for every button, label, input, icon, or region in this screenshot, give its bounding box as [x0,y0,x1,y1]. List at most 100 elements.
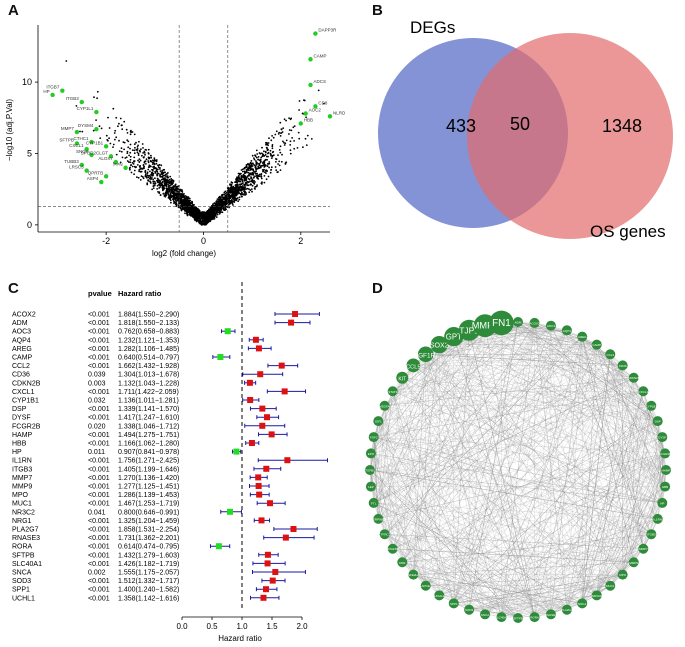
volcano-point [259,166,262,169]
forest-gene-label: MUC1 [12,501,32,508]
volcano-point [206,217,208,220]
network-edge [469,585,611,610]
network-edge [378,421,535,618]
volcano-point [185,210,188,213]
network-edge [413,365,658,422]
volcano-point [233,186,235,189]
volcano-point [192,204,195,207]
forest-pvalue: <0.001 [88,406,110,413]
forest-x-tick: 1.0 [236,622,248,631]
volcano-point [234,197,236,200]
volcano-point [162,186,164,189]
network-node-label: FN1 [492,318,511,329]
volcano-point [129,147,131,150]
forest-hr-point [281,388,288,395]
volcano-gene-label: ITGB7 [46,85,60,90]
network-edge [439,344,486,615]
volcano-point [170,179,173,182]
volcano-point [124,157,127,159]
forest-hr-point [217,354,224,360]
network-edge [425,354,535,618]
volcano-point [251,154,254,157]
panel-label-b: B [372,2,383,19]
volcano-point [188,197,191,200]
network-edge [453,336,623,366]
network-edge [469,330,611,355]
forest-gene-label: MMP7 [12,475,32,482]
volcano-gene-point [60,88,65,93]
network-edge [534,405,652,618]
volcano-point [258,162,261,165]
volcano-point [160,173,163,175]
volcano-point [157,166,160,169]
volcano-point [250,180,253,183]
volcano-point [197,219,200,222]
forest-hr-point [233,448,240,455]
venn-label-degs: DEGs [410,18,455,37]
volcano-point [220,203,222,205]
volcano-point [133,160,136,162]
volcano-point [115,153,118,156]
volcano-point [129,133,132,136]
forest-hr-point [255,483,262,489]
volcano-point [156,184,159,187]
network-edge [384,534,519,619]
volcano-point [250,160,253,162]
volcano-point [233,194,235,197]
volcano-point [176,185,178,188]
volcano-point [235,194,238,197]
volcano-point [171,182,174,185]
volcano-point [100,127,103,130]
volcano-point [182,202,185,204]
network-edge [373,322,502,503]
volcano-point [197,214,200,217]
network-edge [384,321,519,535]
volcano-point [212,203,214,206]
network-edge [582,336,634,563]
volcano-point [122,141,125,144]
network-edge [453,336,652,406]
forest-pvalue: 0.002 [88,570,106,577]
network-node [489,310,514,336]
volcano-point [247,171,250,174]
network-edge [566,330,663,503]
volcano-point [278,131,281,134]
volcano-gene-label: HP [43,89,49,94]
network-edge [596,453,666,596]
volcano-point [240,193,242,195]
volcano-point [259,158,262,161]
volcano-point [193,214,196,217]
volcano-point [135,141,137,144]
network-edge [413,365,568,610]
volcano-point [141,176,144,178]
network-node [591,590,602,601]
forest-pvalue: 0.011 [88,449,105,456]
volcano-point [145,158,148,161]
network-edge [413,469,667,575]
network-edge [402,420,658,563]
volcano-point [261,164,263,167]
volcano-point [162,192,165,195]
volcano-point [281,153,283,156]
network-edge [392,336,583,392]
volcano-point [166,173,168,175]
network-edge [402,548,644,563]
network-edge [402,377,426,586]
volcano-point [159,168,161,170]
volcano-point [233,198,236,201]
volcano-point [188,212,191,215]
network-edge [384,534,551,615]
network-edge [373,436,623,575]
volcano-point [159,174,161,176]
network-edge [370,453,426,586]
volcano-point [152,187,155,190]
volcano-point [147,179,150,181]
network-edge [425,354,440,596]
network-edge [439,518,658,596]
volcano-point [142,152,145,154]
network-edge [384,405,393,549]
network-edge [384,534,644,549]
volcano-point [270,139,273,142]
network-edge [370,391,644,487]
volcano-point [133,169,136,172]
